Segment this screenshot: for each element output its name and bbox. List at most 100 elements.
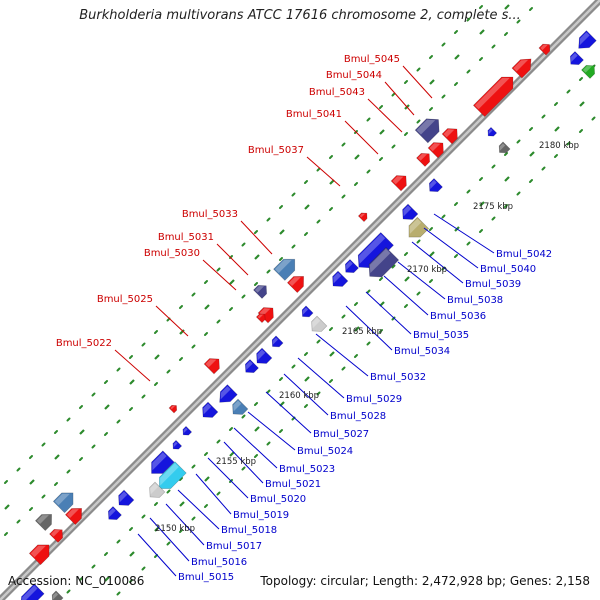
reverse-label-leader (345, 305, 393, 351)
gene-arrow-highlight (205, 359, 217, 368)
gene-arrow (332, 270, 349, 287)
gene-arrow (20, 583, 45, 600)
forward-label-leader (216, 243, 249, 276)
reverse-label-leader (411, 241, 464, 284)
forward-gene-label: Bmul_5030 (144, 248, 200, 259)
reverse-label-leader (165, 503, 205, 546)
gene-arrow-highlight (346, 260, 353, 271)
gene-arrow (487, 126, 498, 137)
scale-kbp-label: 2165 kbp (342, 327, 382, 337)
reverse-label-leader (315, 333, 369, 377)
gene-arrow-highlight (430, 179, 437, 190)
gene-arrow-highlight (246, 360, 253, 371)
gene-arrow-highlight (474, 77, 510, 110)
reverse-label-leader (195, 473, 232, 515)
forward-gene-label: Bmul_5043 (309, 87, 365, 98)
reverse-label-leader (247, 411, 296, 451)
gene-arrow (202, 401, 219, 418)
reverse-label-leader (137, 533, 177, 577)
gene-arrow (159, 461, 187, 489)
reverse-gene-label: Bmul_5039 (465, 279, 521, 290)
gene-arrow (28, 544, 50, 566)
gene-arrow-highlight (152, 452, 167, 471)
scale-kbp-label: 2175 kbp (473, 202, 513, 212)
gene-arrow-highlight (36, 515, 49, 524)
gene-arrow (172, 439, 183, 450)
gene-arrow-highlight (119, 491, 128, 503)
forward-gene-label: Bmul_5031 (158, 232, 214, 243)
reverse-gene-label: Bmul_5040 (480, 264, 536, 275)
accession-text: Accession: NC_010086 (8, 574, 145, 588)
gene-arrow (472, 76, 514, 118)
reverse-gene-label: Bmul_5036 (430, 311, 486, 322)
gene-arrow (402, 203, 419, 220)
gene-arrow-highlight (272, 337, 279, 345)
gene-arrow-highlight (409, 218, 422, 234)
gene-features (20, 30, 597, 600)
gene-arrow-highlight (150, 483, 159, 495)
gene-arrow (257, 307, 274, 324)
gene-arrow (51, 590, 64, 600)
gene-arrow (253, 285, 267, 299)
gene-arrow (570, 51, 584, 65)
gene-arrow (511, 58, 532, 79)
gene-arrow (429, 178, 443, 192)
gene-arrow-highlight (160, 463, 179, 486)
topology-text: Topology: circular; Length: 2,472,928 bp… (260, 574, 590, 588)
gene-arrow (232, 398, 249, 415)
forward-label-leader (202, 259, 237, 291)
gene-arrow (416, 153, 430, 167)
gene-arrow-highlight (254, 286, 265, 293)
gene-arrow-highlight (540, 44, 548, 51)
gene-arrow-highlight (66, 509, 79, 518)
gene-arrow (49, 529, 63, 543)
forward-gene-label: Bmul_5037 (248, 145, 304, 156)
gene-arrow-highlight (274, 259, 292, 273)
reverse-gene-label: Bmul_5023 (279, 464, 335, 475)
gene-arrow (414, 118, 440, 144)
reverse-gene-label: Bmul_5038 (447, 295, 503, 306)
reverse-gene-label: Bmul_5017 (206, 541, 262, 552)
reverse-label-leader (207, 457, 249, 499)
gene-arrow (219, 384, 238, 403)
gene-arrow (149, 481, 166, 498)
reverse-label-leader (397, 261, 446, 300)
gene-arrow-highlight (257, 314, 264, 319)
gene-arrow-highlight (233, 400, 242, 412)
gene-arrow (151, 450, 175, 474)
gene-arrow (357, 212, 368, 223)
reverse-gene-label: Bmul_5019 (233, 510, 289, 521)
gene-arrow (345, 259, 359, 273)
scale-labels: 2150 kbp 2155 kbp 2160 kbp 2165 kbp 2170 kbp… (155, 141, 579, 534)
scale-kbp-label: 2180 kbp (539, 141, 579, 151)
forward-label-leader (240, 220, 273, 255)
gene-arrow-highlight (173, 441, 178, 448)
reverse-gene-label: Bmul_5029 (346, 394, 402, 405)
gene-arrow (256, 347, 273, 364)
gene-arrow-highlight (488, 128, 493, 135)
reverse-gene-label: Bmul_5028 (330, 411, 386, 422)
gene-arrow-highlight (513, 59, 529, 72)
reverse-gene-label: Bmul_5020 (250, 494, 306, 505)
gene-arrow (390, 175, 407, 192)
forward-label-leader (155, 305, 189, 337)
reverse-label-leader (233, 427, 278, 469)
gene-arrow-highlight (403, 205, 412, 217)
tick-tracks (4, 4, 596, 596)
gene-arrow-highlight (579, 32, 590, 46)
gene-arrow (118, 489, 135, 506)
map-title: Burkholderia multivorans ATCC 17616 chro… (79, 8, 521, 23)
gene-arrow-highlight (429, 143, 441, 152)
reverse-label-leader (149, 517, 190, 562)
reverse-gene-label: Bmul_5015 (178, 572, 234, 583)
gene-arrow-highlight (392, 176, 404, 185)
gene-arrow-highlight (358, 233, 386, 264)
gene-arrow-highlight (52, 592, 59, 600)
gene-arrow-highlight (571, 52, 578, 63)
gene-arrow-highlight (170, 405, 176, 410)
gene-arrow (301, 305, 314, 318)
gene-arrow-highlight (30, 545, 46, 558)
gene-arrow-highlight (109, 507, 116, 518)
gene-arrow (182, 425, 193, 436)
reverse-gene-label: Bmul_5032 (370, 372, 426, 383)
